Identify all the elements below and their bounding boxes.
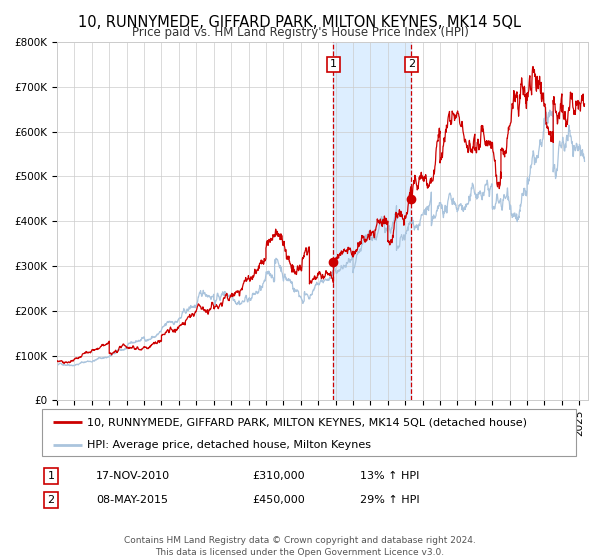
Text: 2: 2 [408, 59, 415, 69]
Text: 08-MAY-2015: 08-MAY-2015 [96, 495, 168, 505]
Bar [334, 42, 412, 400]
Text: 2: 2 [47, 495, 55, 505]
Text: 1: 1 [330, 59, 337, 69]
Text: 17-NOV-2010: 17-NOV-2010 [96, 471, 170, 481]
FancyBboxPatch shape [42, 409, 576, 456]
Text: 29% ↑ HPI: 29% ↑ HPI [360, 495, 419, 505]
Text: 13% ↑ HPI: 13% ↑ HPI [360, 471, 419, 481]
Text: HPI: Average price, detached house, Milton Keynes: HPI: Average price, detached house, Milt… [88, 440, 371, 450]
Text: £310,000: £310,000 [252, 471, 305, 481]
Text: 1: 1 [47, 471, 55, 481]
Text: Price paid vs. HM Land Registry's House Price Index (HPI): Price paid vs. HM Land Registry's House … [131, 26, 469, 39]
Text: £450,000: £450,000 [252, 495, 305, 505]
Text: 10, RUNNYMEDE, GIFFARD PARK, MILTON KEYNES, MK14 5QL: 10, RUNNYMEDE, GIFFARD PARK, MILTON KEYN… [79, 15, 521, 30]
Text: 10, RUNNYMEDE, GIFFARD PARK, MILTON KEYNES, MK14 5QL (detached house): 10, RUNNYMEDE, GIFFARD PARK, MILTON KEYN… [88, 417, 527, 427]
Text: Contains HM Land Registry data © Crown copyright and database right 2024.: Contains HM Land Registry data © Crown c… [124, 536, 476, 545]
Text: This data is licensed under the Open Government Licence v3.0.: This data is licensed under the Open Gov… [155, 548, 445, 557]
